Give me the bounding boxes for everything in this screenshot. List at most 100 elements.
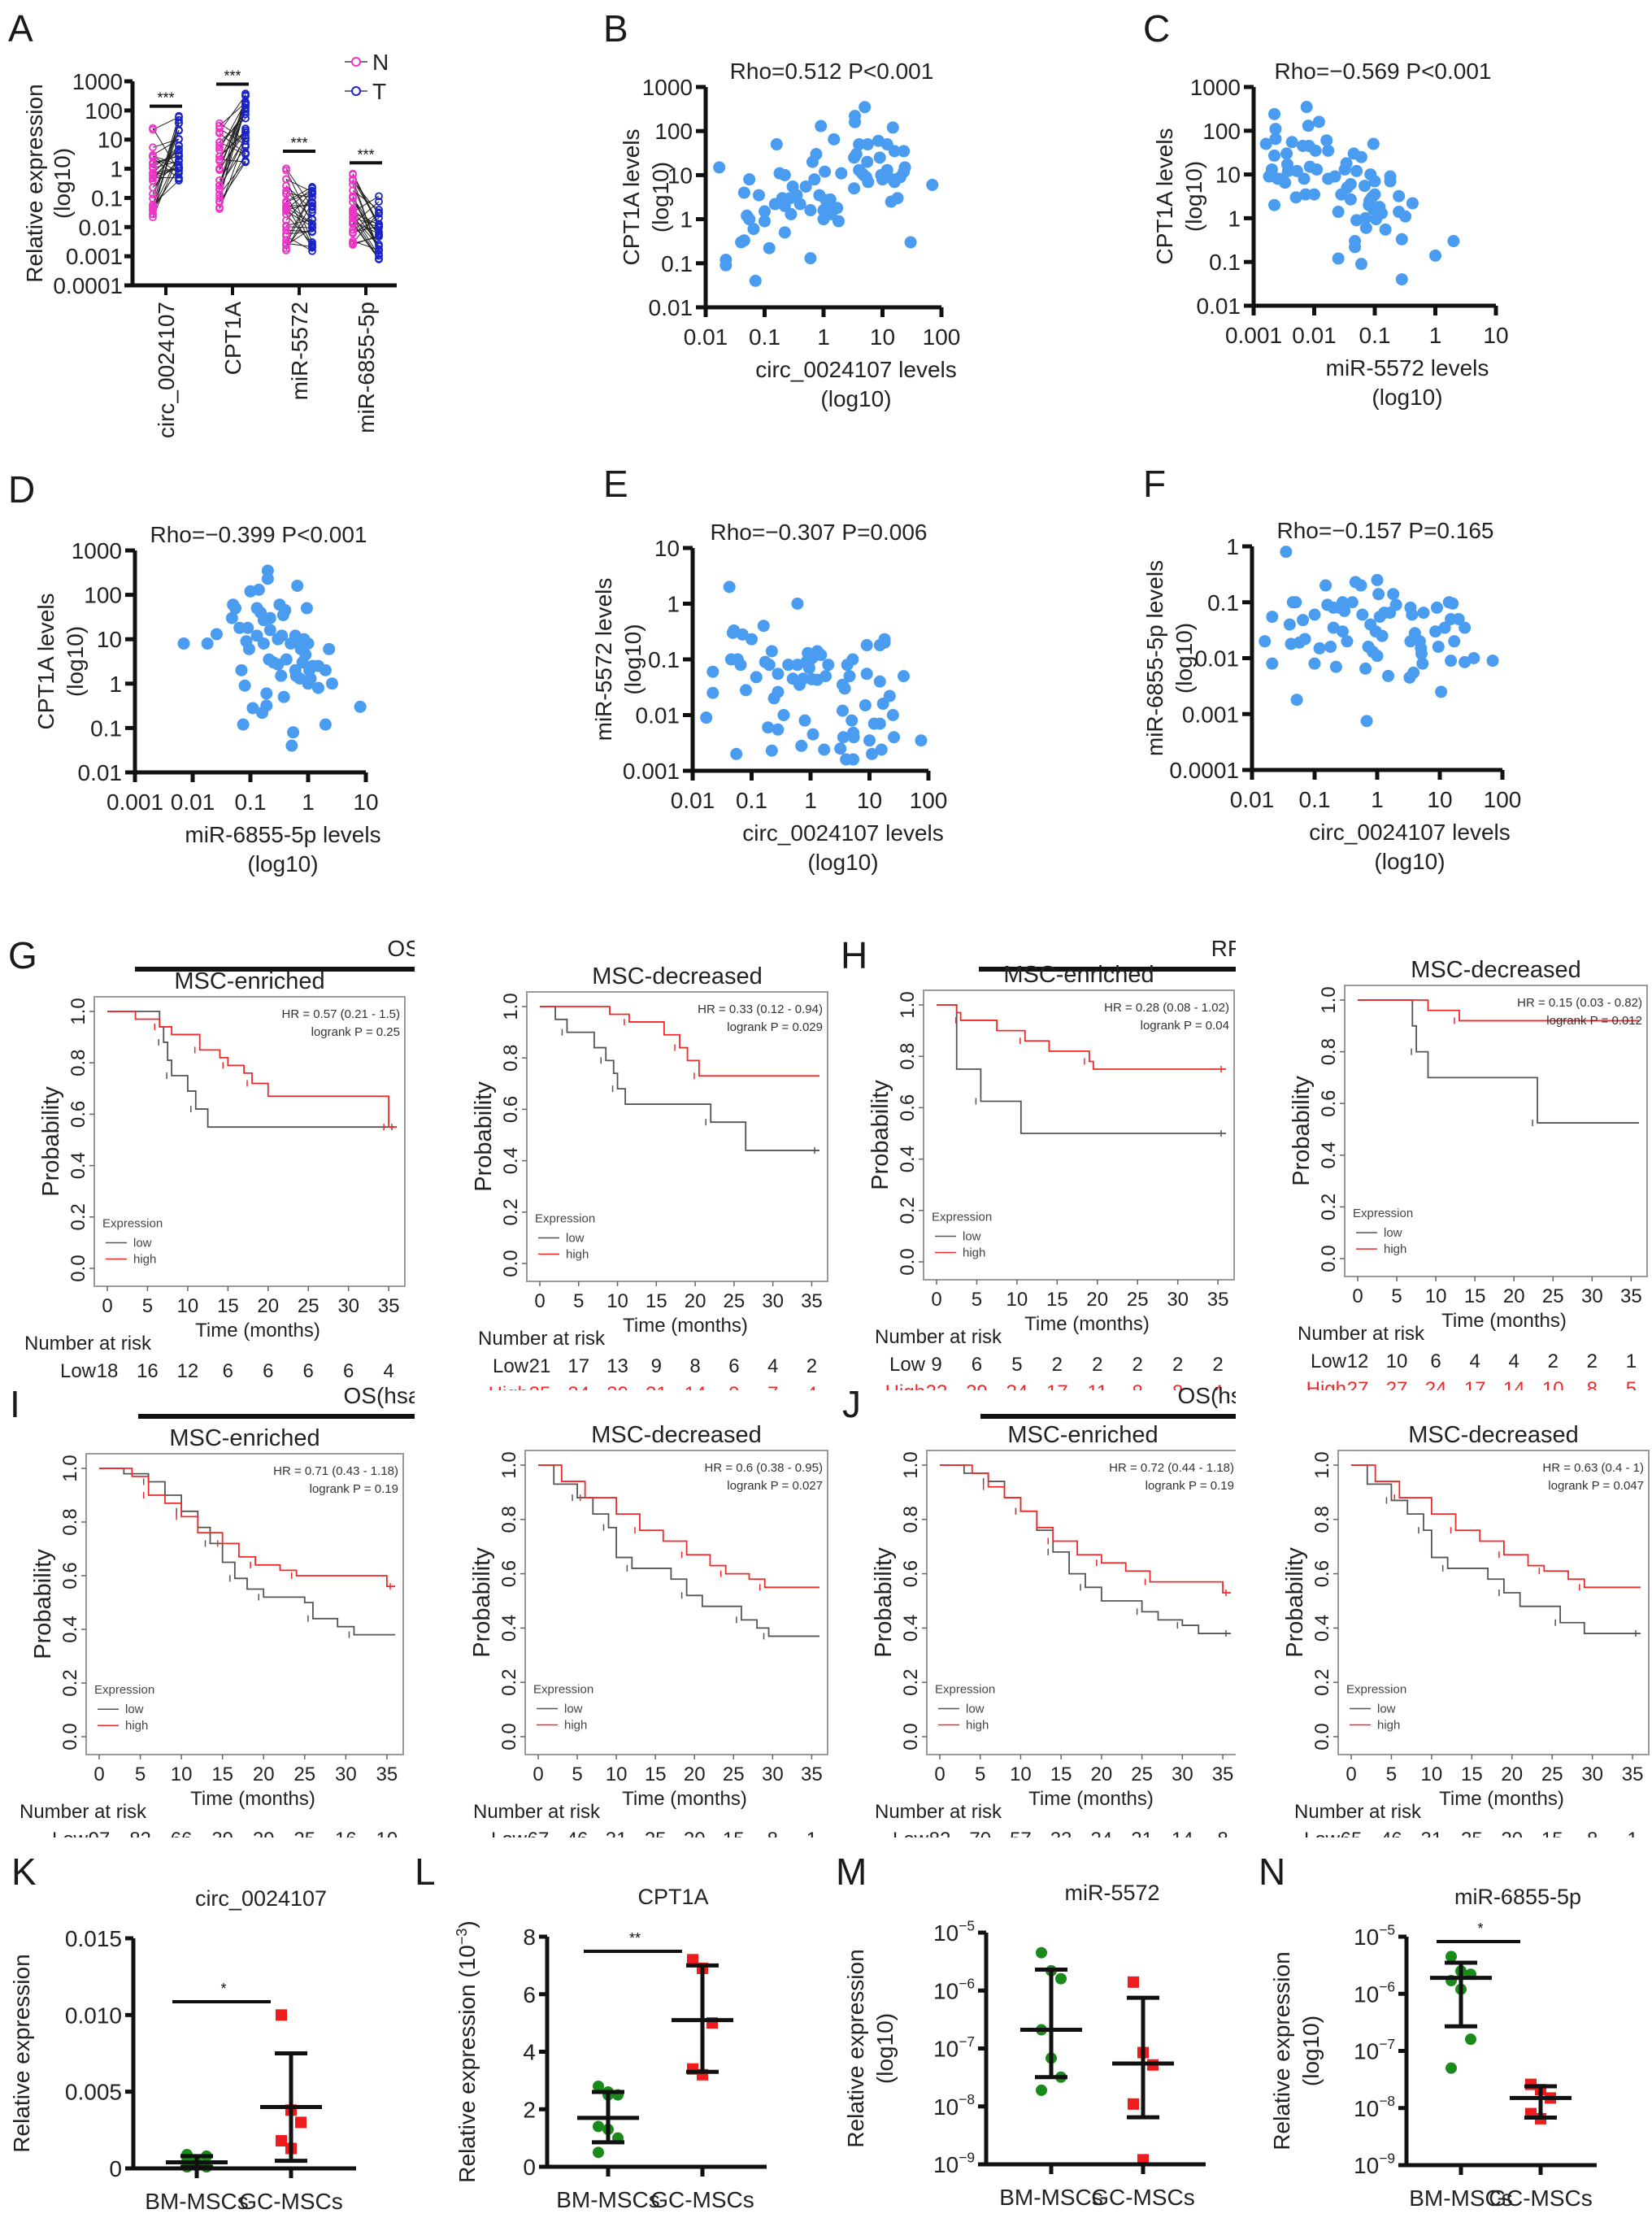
x-tick-label: 10 bbox=[1421, 1764, 1443, 1785]
panel-label-g: G bbox=[8, 934, 37, 976]
y-tick-label: 0.2 bbox=[1311, 1669, 1333, 1696]
x-tick-label: 30 bbox=[1172, 1764, 1193, 1785]
x-tick-label: 15 bbox=[211, 1764, 233, 1785]
x-tick-label: 0.1 bbox=[235, 789, 267, 815]
point-n bbox=[149, 183, 157, 192]
panel-label-f: F bbox=[1143, 463, 1167, 505]
risk-count-low: 70 bbox=[969, 1829, 991, 1837]
data-point bbox=[1379, 223, 1392, 236]
pair-line bbox=[152, 155, 180, 218]
y-tick-label: 0.1 bbox=[661, 251, 693, 276]
x-axis-label: circ_0024107 levels bbox=[755, 357, 957, 382]
data-point bbox=[242, 642, 255, 655]
data-point bbox=[743, 213, 756, 226]
point-t bbox=[308, 183, 316, 191]
y-tick-label: 0.6 bbox=[498, 1560, 520, 1587]
panel-label-j: J bbox=[842, 1383, 861, 1425]
data-point-gc-mscs bbox=[687, 1954, 698, 1966]
data-point bbox=[737, 186, 750, 199]
data-point bbox=[1298, 633, 1311, 646]
legend-title: Expression bbox=[94, 1683, 154, 1697]
y-tick-label: 0.0 bbox=[900, 1723, 922, 1750]
y-tick-label: 1.0 bbox=[59, 1455, 81, 1481]
point-t bbox=[375, 246, 383, 254]
x-tick-label: 5 bbox=[972, 1289, 982, 1311]
data-point bbox=[706, 686, 719, 699]
data-point bbox=[1329, 660, 1342, 673]
data-point bbox=[815, 120, 828, 133]
x-tick-label: 0.01 bbox=[1292, 323, 1337, 348]
risk-count-low: 2 bbox=[1092, 1354, 1102, 1376]
legend-label-low: low bbox=[963, 1229, 981, 1243]
y-tick-label: 0.01 bbox=[649, 295, 693, 320]
data-point bbox=[1372, 588, 1385, 601]
point-n bbox=[149, 143, 157, 152]
y-tick-label: 0.4 bbox=[500, 1147, 522, 1174]
x-tick-label: 100 bbox=[923, 324, 961, 350]
x-axis-label-unit: (log10) bbox=[247, 851, 318, 876]
data-point bbox=[824, 193, 837, 206]
data-point bbox=[1327, 621, 1340, 634]
data-point bbox=[723, 581, 736, 594]
data-point bbox=[1406, 197, 1419, 210]
data-point bbox=[1359, 180, 1372, 193]
risk-count-low: 2 bbox=[1548, 1350, 1559, 1372]
pair-line bbox=[219, 104, 246, 189]
risk-count-high: 28 bbox=[177, 1388, 199, 1390]
y-tick-label: 0 bbox=[523, 2155, 536, 2180]
x-axis-label: circ_0024107 levels bbox=[1309, 820, 1511, 845]
risk-count-low: 8 bbox=[767, 1829, 778, 1837]
logrank-p: logrank P = 0.029 bbox=[727, 1020, 823, 1034]
point-t bbox=[241, 158, 250, 167]
point-t bbox=[241, 149, 250, 158]
point-t bbox=[175, 115, 183, 124]
pair-line bbox=[219, 102, 246, 150]
data-point bbox=[785, 207, 798, 220]
subgroup-title: MSC-enriched bbox=[1007, 1422, 1158, 1448]
y-tick-label: 1 bbox=[1226, 534, 1239, 559]
point-n bbox=[215, 129, 224, 137]
y-tick-label: 0.1 bbox=[648, 647, 680, 672]
risk-count-low: 29 bbox=[253, 1829, 275, 1837]
point-n bbox=[282, 175, 290, 184]
significance-stars: * bbox=[220, 1981, 226, 1997]
risk-table-title: Number at risk bbox=[478, 1328, 606, 1350]
y-tick-label: 0.010 bbox=[65, 2003, 122, 2028]
y-tick-label: 100 bbox=[84, 583, 122, 608]
pair-line bbox=[219, 104, 246, 162]
y-axis-label: Probability bbox=[30, 1549, 56, 1659]
data-point bbox=[772, 685, 785, 698]
x-tick-label: 15 bbox=[1461, 1764, 1483, 1785]
risk-count-low: 15 bbox=[1541, 1829, 1563, 1837]
panel-label-m: M bbox=[836, 1851, 867, 1893]
y-tick-label: 100 bbox=[85, 98, 123, 124]
y-tick-label: 10 bbox=[667, 163, 693, 188]
subgroup-title: MSC-decreased bbox=[591, 1422, 762, 1448]
x-tick-label: 1 bbox=[1371, 787, 1384, 812]
data-point bbox=[880, 163, 893, 176]
panel-label-h: H bbox=[841, 934, 868, 976]
y-tick-label: 0.001 bbox=[66, 244, 123, 269]
point-n bbox=[149, 124, 157, 133]
x-tick-label: 20 bbox=[253, 1764, 275, 1785]
data-point bbox=[861, 155, 874, 168]
y-tick-label: 1.0 bbox=[498, 1451, 520, 1478]
risk-count-low: 20 bbox=[1501, 1829, 1523, 1837]
data-point bbox=[1350, 164, 1363, 177]
x-tick-label: 15 bbox=[1046, 1289, 1068, 1311]
data-point bbox=[736, 628, 749, 641]
x-category-label: CPT1A bbox=[220, 302, 246, 376]
y-axis-label: Relative expression bbox=[1269, 1951, 1294, 2150]
legend-title: Expression bbox=[1346, 1683, 1406, 1697]
data-point bbox=[862, 176, 875, 189]
data-point-bm-mscs bbox=[593, 2080, 604, 2092]
group-title: RFS (CPT1A) bbox=[1211, 936, 1236, 961]
point-n bbox=[349, 170, 357, 179]
risk-count-low: 2 bbox=[806, 1355, 817, 1377]
data-point bbox=[700, 711, 713, 724]
risk-count-low: 31 bbox=[1421, 1829, 1443, 1837]
risk-count-high: 11 bbox=[1087, 1381, 1107, 1390]
data-point bbox=[770, 138, 783, 151]
risk-count-low: 9 bbox=[931, 1354, 941, 1376]
data-point bbox=[1406, 608, 1419, 621]
